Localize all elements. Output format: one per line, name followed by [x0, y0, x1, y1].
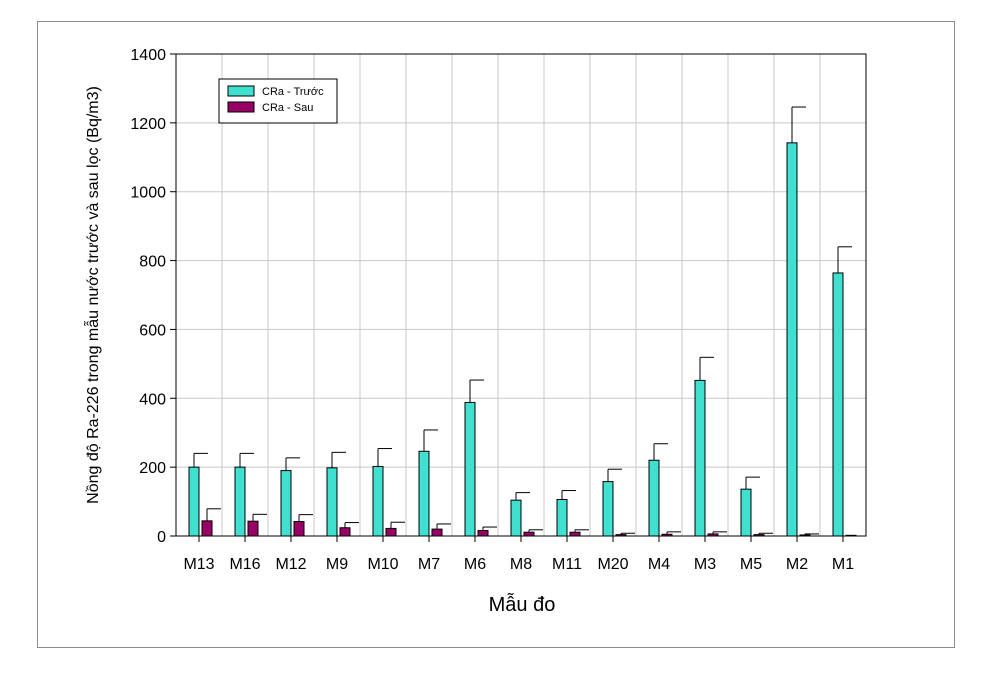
bar-before [740, 488, 752, 537]
bar-before [418, 450, 430, 537]
y-tick-label: 1000 [130, 185, 166, 202]
x-tick-label: M11 [552, 556, 582, 573]
bar-before [464, 401, 476, 537]
bar-after [385, 527, 397, 537]
bar-after [201, 520, 213, 537]
bar-before [694, 379, 706, 537]
legend-swatch-before [227, 85, 255, 97]
bar-after [293, 521, 305, 537]
y-tick-label: 400 [139, 391, 166, 408]
plot-area [176, 54, 866, 536]
y-tick-label: 1400 [130, 47, 166, 64]
labels: 0 200 400 600 800 1000 1200 1400 M13 M16 M12 M9 M10 M… [130, 47, 854, 573]
x-axis-title: Mẫu đo [489, 593, 556, 616]
y-tick-label: 200 [139, 460, 166, 477]
bar-before [510, 499, 522, 537]
y-tick-label: 0 [157, 529, 166, 546]
legend-swatch-after [227, 101, 255, 113]
bar-after [477, 529, 489, 537]
x-tick-label: M13 [183, 556, 214, 573]
bar-after [339, 527, 351, 537]
bar-before [372, 465, 384, 537]
legend: CRa - Trước CRa - Sau [218, 78, 338, 124]
x-tick-label: M9 [326, 556, 348, 573]
bar-before [602, 481, 614, 537]
x-tick-label: M4 [648, 556, 670, 573]
grid-lines [176, 53, 866, 537]
bar-before [188, 466, 200, 537]
bar-before [280, 470, 292, 537]
bar-after [431, 528, 443, 537]
bar-before [326, 467, 338, 537]
y-tick-label: 600 [139, 322, 166, 339]
x-tick-label: M3 [694, 556, 716, 573]
x-tick-label: M16 [229, 556, 260, 573]
y-tick-label: 800 [139, 254, 166, 271]
bar-before [648, 459, 660, 537]
bar-before [556, 499, 568, 537]
legend-label-before: CRa - Trước [262, 86, 324, 98]
bar-after [569, 531, 581, 537]
x-tick-label: M5 [740, 556, 762, 573]
x-tick-label: M1 [832, 556, 854, 573]
axes [170, 53, 867, 542]
y-axis-title: Nồng độ Ra-226 trong mẫu nước trước và s… [83, 86, 102, 504]
x-tick-label: M20 [597, 556, 628, 573]
y-tick-label: 1200 [130, 116, 166, 133]
bar-after [523, 531, 535, 537]
legend-label-after: CRa - Sau [262, 102, 313, 114]
x-tick-label: M2 [786, 556, 808, 573]
x-tick-label: M7 [418, 556, 440, 573]
bar-before [234, 466, 246, 537]
bar-before [786, 142, 798, 537]
bar-before [832, 272, 844, 537]
plot-border [175, 53, 867, 537]
bar-after [247, 520, 259, 537]
x-tick-label: M6 [464, 556, 486, 573]
x-tick-label: M10 [367, 556, 398, 573]
x-tick-label: M8 [510, 556, 532, 573]
x-tick-label: M12 [275, 556, 306, 573]
